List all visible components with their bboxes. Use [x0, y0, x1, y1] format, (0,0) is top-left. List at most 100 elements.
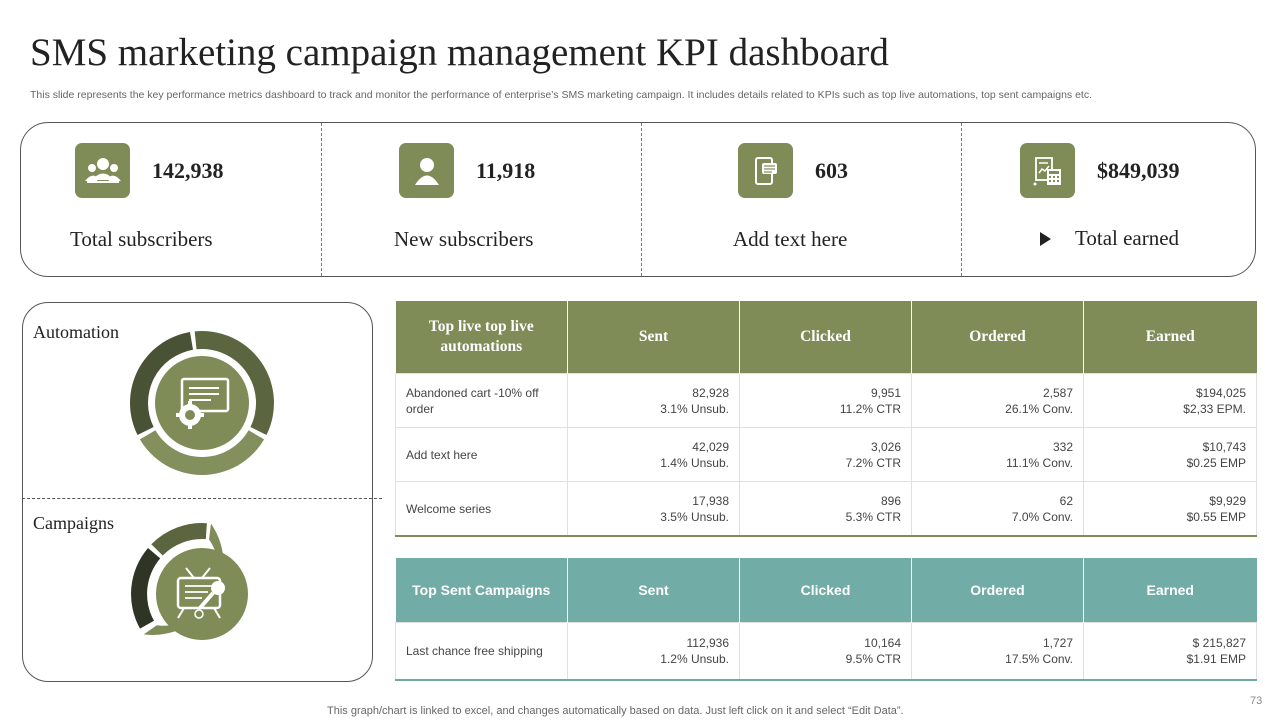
clicked-cell: 10,164 9.5% CTR [739, 622, 912, 681]
automation-donut [129, 331, 274, 475]
monitor-gear-icon [176, 377, 230, 429]
kpi-panel: 142,938 Total subscribers 11,918 New sub… [20, 122, 1256, 277]
row-name: Last chance free shipping [395, 622, 568, 681]
column-header: Ordered [911, 301, 1084, 374]
ordered-cell: 2,587 26.1% Conv. [911, 373, 1084, 428]
table-row: Abandoned cart -10% off order 82,928 3.1%… [395, 373, 1257, 428]
side-panel-divider [22, 498, 382, 499]
clicked-rate: 5.3% CTR [845, 509, 901, 524]
sent-cell: 42,029 1.4% Unsub. [567, 427, 740, 482]
kpi-value: 603 [815, 158, 848, 183]
mobile-message-icon [738, 143, 793, 198]
clicked-value: 896 [880, 493, 901, 508]
earned-rate: $2,33 EPM. [1183, 401, 1246, 416]
ordered-rate: 17.5% Conv. [1005, 652, 1073, 666]
sent-rate: 3.1% Unsub. [660, 401, 729, 416]
clicked-value: 3,026 [870, 439, 901, 454]
table-row: Add text here 42,029 1.4% Unsub. 3,026 7.2… [395, 427, 1257, 482]
kpi-add-text: 603 Add text here [641, 123, 961, 276]
row-name: Welcome series [395, 481, 568, 537]
column-header: Clicked [739, 558, 912, 623]
earned-value: $10,743 [1202, 439, 1246, 454]
table-header-row: Top Sent Campaigns Sent Clicked Ordered … [395, 558, 1257, 623]
column-header: Ordered [911, 558, 1084, 623]
clicked-rate: 7.2% CTR [845, 455, 901, 470]
page-number: 73 [1250, 695, 1263, 707]
table-row: Last chance free shipping 112,936 1.2% Un… [395, 622, 1257, 681]
earned-rate: $1.91 EMP [1186, 652, 1246, 666]
earned-value: $9,929 [1209, 493, 1246, 508]
calculator-document-icon [1020, 143, 1075, 198]
ordered-rate: 11.1% Conv. [1006, 455, 1073, 470]
row-name: Add text here [395, 427, 568, 482]
sent-value: 17,938 [692, 493, 729, 508]
kpi-label: Total subscribers [70, 227, 213, 251]
column-header: Earned [1083, 301, 1257, 374]
earned-cell: $10,743 $0.25 EMP [1083, 427, 1257, 482]
column-header: Clicked [739, 301, 912, 374]
ordered-value: 332 [1052, 439, 1073, 454]
kpi-new-subscribers: 11,918 New subscribers [321, 123, 641, 276]
clicked-rate: 11.2% CTR [839, 401, 901, 416]
kpi-value: 142,938 [152, 158, 224, 183]
sent-value: 112,936 [686, 636, 730, 650]
table-row: Welcome series 17,938 3.5% Unsub. 896 5.3%… [395, 481, 1257, 537]
kpi-total-earned: $849,039 Total earned [961, 123, 1257, 276]
row-name: Abandoned cart -10% off order [395, 373, 568, 428]
kpi-divider [641, 123, 642, 276]
sent-rate: 1.2% Unsub. [660, 652, 729, 666]
campaigns-donut [131, 523, 248, 640]
kpi-label: Add text here [733, 227, 848, 251]
page-subtitle: This slide represents the key performanc… [30, 89, 1092, 101]
earned-value: $ 215,827 [1192, 636, 1246, 650]
earned-cell: $ 215,827 $1.91 EMP [1083, 622, 1257, 681]
sent-value: 82,928 [692, 385, 729, 400]
side-panel [22, 302, 373, 682]
campaigns-label: Campaigns [33, 513, 114, 533]
clicked-rate: 9.5% CTR [845, 652, 901, 666]
user-icon [399, 143, 454, 198]
column-header: Top live top live automations [395, 301, 568, 374]
kpi-value: $849,039 [1097, 158, 1180, 183]
kpi-value: 11,918 [476, 158, 536, 183]
earned-rate: $0.55 EMP [1186, 509, 1246, 524]
clicked-cell: 3,026 7.2% CTR [739, 427, 912, 482]
table-header-row: Top live top live automations Sent Click… [395, 301, 1257, 374]
earned-rate: $0.25 EMP [1186, 455, 1246, 470]
ordered-value: 2,587 [1042, 385, 1073, 400]
column-header: Sent [567, 558, 740, 623]
column-header: Top Sent Campaigns [395, 558, 568, 623]
ordered-value: 62 [1059, 493, 1073, 508]
sent-cell: 82,928 3.1% Unsub. [567, 373, 740, 428]
sent-rate: 3.5% Unsub. [660, 509, 729, 524]
sent-cell: 17,938 3.5% Unsub. [567, 481, 740, 537]
ordered-cell: 332 11.1% Conv. [911, 427, 1084, 482]
automation-label: Automation [33, 322, 119, 342]
column-header: Earned [1083, 558, 1257, 623]
ordered-value: 1,727 [1042, 636, 1073, 650]
kpi-label: Total earned [1075, 226, 1180, 250]
top-sent-campaigns-table: Top Sent Campaigns Sent Clicked Ordered … [395, 558, 1257, 681]
earned-cell: $9,929 $0.55 EMP [1083, 481, 1257, 537]
sent-cell: 112,936 1.2% Unsub. [567, 622, 740, 681]
ordered-cell: 62 7.0% Conv. [911, 481, 1084, 537]
clicked-cell: 896 5.3% CTR [739, 481, 912, 537]
sent-rate: 1.4% Unsub. [660, 455, 729, 470]
clicked-cell: 9,951 11.2% CTR [739, 373, 912, 428]
kpi-divider [321, 123, 322, 276]
kpi-total-subscribers: 142,938 Total subscribers [21, 123, 321, 276]
group-users-icon [75, 143, 130, 198]
kpi-divider [961, 123, 962, 276]
sent-value: 42,029 [692, 439, 729, 454]
clicked-value: 9,951 [870, 385, 901, 400]
page-title: SMS marketing campaign management KPI da… [30, 31, 889, 74]
tv-microphone-icon [176, 567, 225, 619]
footer-note: This graph/chart is linked to excel, and… [327, 705, 904, 717]
play-bullet-icon [1040, 232, 1051, 246]
earned-cell: $194,025 $2,33 EPM. [1083, 373, 1257, 428]
ordered-cell: 1,727 17.5% Conv. [911, 622, 1084, 681]
earned-value: $194,025 [1195, 385, 1246, 400]
kpi-label: New subscribers [394, 227, 534, 251]
column-header: Sent [567, 301, 740, 374]
ordered-rate: 7.0% Conv. [1011, 509, 1073, 524]
